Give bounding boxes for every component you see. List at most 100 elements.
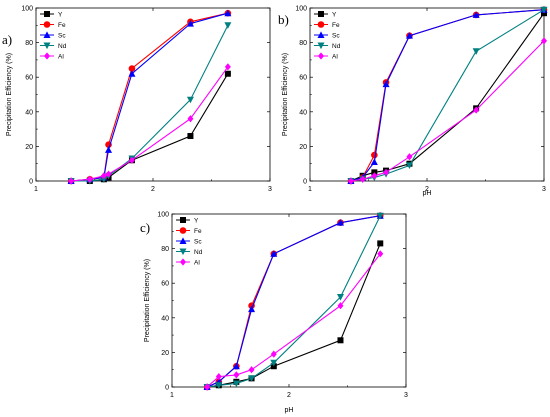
panel-c: c) 0 20 40 60 80 100 1 2 3 Precipitation Efficienc… xyxy=(140,212,408,415)
y-tick-label: 20 xyxy=(299,144,307,151)
series-line xyxy=(207,215,381,388)
series-al xyxy=(347,37,547,185)
series-sc xyxy=(347,6,548,184)
data-point xyxy=(105,170,112,178)
data-point xyxy=(187,133,194,140)
data-point xyxy=(204,383,211,391)
legend-marker xyxy=(318,52,324,60)
series-line xyxy=(350,12,545,182)
legend-label: Nd xyxy=(194,249,203,256)
panel-label: c) xyxy=(140,220,150,235)
data-point xyxy=(128,156,135,164)
series-al xyxy=(68,63,231,185)
data-point xyxy=(337,302,344,310)
data-point xyxy=(270,250,278,257)
data-point xyxy=(270,359,278,367)
legend-marker xyxy=(318,11,324,17)
data-point xyxy=(215,373,222,381)
data-point xyxy=(336,219,344,226)
legend-marker xyxy=(317,42,325,50)
legend-marker xyxy=(180,217,186,223)
series-line xyxy=(71,12,229,182)
y-tick-label: 20 xyxy=(25,144,33,151)
legend-label: Sc xyxy=(58,32,66,39)
legend-label: Nd xyxy=(332,43,341,50)
x-axis-title: pH xyxy=(423,190,432,197)
data-point xyxy=(215,382,223,389)
data-point xyxy=(473,106,480,114)
y-tick-label: 0 xyxy=(303,179,307,186)
legend-marker xyxy=(317,31,325,38)
plot-frame xyxy=(309,7,545,182)
legend-label: Fe xyxy=(194,228,202,235)
y-tick-label: 20 xyxy=(161,350,169,357)
x-tick-label: 1 xyxy=(308,186,312,193)
y-tick-label: 80 xyxy=(25,40,33,47)
y-tick-label: 80 xyxy=(161,246,169,253)
legend-marker xyxy=(317,21,325,28)
data-point xyxy=(371,151,378,159)
x-tick-label: 2 xyxy=(151,186,155,193)
data-point xyxy=(540,6,548,14)
series-nd xyxy=(67,22,232,185)
y-tick-label: 40 xyxy=(161,315,169,322)
series-nd xyxy=(347,6,548,185)
legend-label: Y xyxy=(58,11,63,18)
y-tick-label: 60 xyxy=(25,75,33,82)
y-tick-label: 40 xyxy=(299,109,307,116)
series-line xyxy=(350,9,545,182)
series-line xyxy=(350,9,545,182)
y-tick-label: 60 xyxy=(161,281,169,288)
legend-marker xyxy=(44,11,50,17)
series-y xyxy=(347,10,547,184)
series-line xyxy=(206,215,381,388)
data-point xyxy=(405,32,413,39)
series-al xyxy=(204,250,384,391)
data-point xyxy=(472,48,480,55)
legend-marker xyxy=(179,227,187,234)
series-line xyxy=(207,243,381,388)
x-tick-label: 3 xyxy=(542,186,546,193)
data-point xyxy=(377,240,384,247)
series-line xyxy=(350,40,545,182)
x-axis-title: pH xyxy=(285,407,294,414)
y-tick-label: 0 xyxy=(165,385,169,392)
data-point xyxy=(100,176,108,183)
series-line xyxy=(71,12,229,182)
legend-label: Al xyxy=(332,53,338,60)
legend-label: Al xyxy=(58,53,64,60)
data-point xyxy=(370,158,378,165)
y-tick-label: 0 xyxy=(29,179,33,186)
series-fe xyxy=(347,6,548,185)
data-point xyxy=(232,362,240,370)
data-point xyxy=(128,70,136,77)
data-point xyxy=(186,96,194,104)
y-tick-label: 40 xyxy=(25,109,33,116)
data-point xyxy=(248,305,256,313)
data-point xyxy=(270,350,277,358)
y-tick-label: 60 xyxy=(299,75,307,82)
legend-marker xyxy=(43,31,51,38)
series-line xyxy=(71,66,229,182)
data-point xyxy=(347,177,354,185)
data-point xyxy=(376,212,384,220)
data-point xyxy=(224,63,231,71)
x-tick-label: 1 xyxy=(170,392,174,399)
legend: Y Fe Sc Nd Al xyxy=(40,11,67,60)
y-tick-label: 100 xyxy=(157,212,169,219)
data-point xyxy=(406,153,413,161)
data-point xyxy=(100,172,107,180)
series-line xyxy=(206,215,381,388)
data-point xyxy=(371,172,378,180)
series-line xyxy=(71,73,229,182)
y-axis-title: Precipitation Efficiency (%) xyxy=(144,259,151,342)
y-tick-label: 80 xyxy=(299,40,307,47)
data-point xyxy=(186,19,194,27)
x-tick-label: 3 xyxy=(268,186,272,193)
legend-label: Al xyxy=(194,259,200,266)
legend-label: Y xyxy=(194,217,199,224)
data-point xyxy=(359,175,366,183)
panel-label: b) xyxy=(278,12,289,27)
panel-a: a) 0 20 40 60 80 100 1 2 3 Precipitation Efficienc… xyxy=(2,6,272,194)
x-tick-label: 2 xyxy=(425,186,429,193)
